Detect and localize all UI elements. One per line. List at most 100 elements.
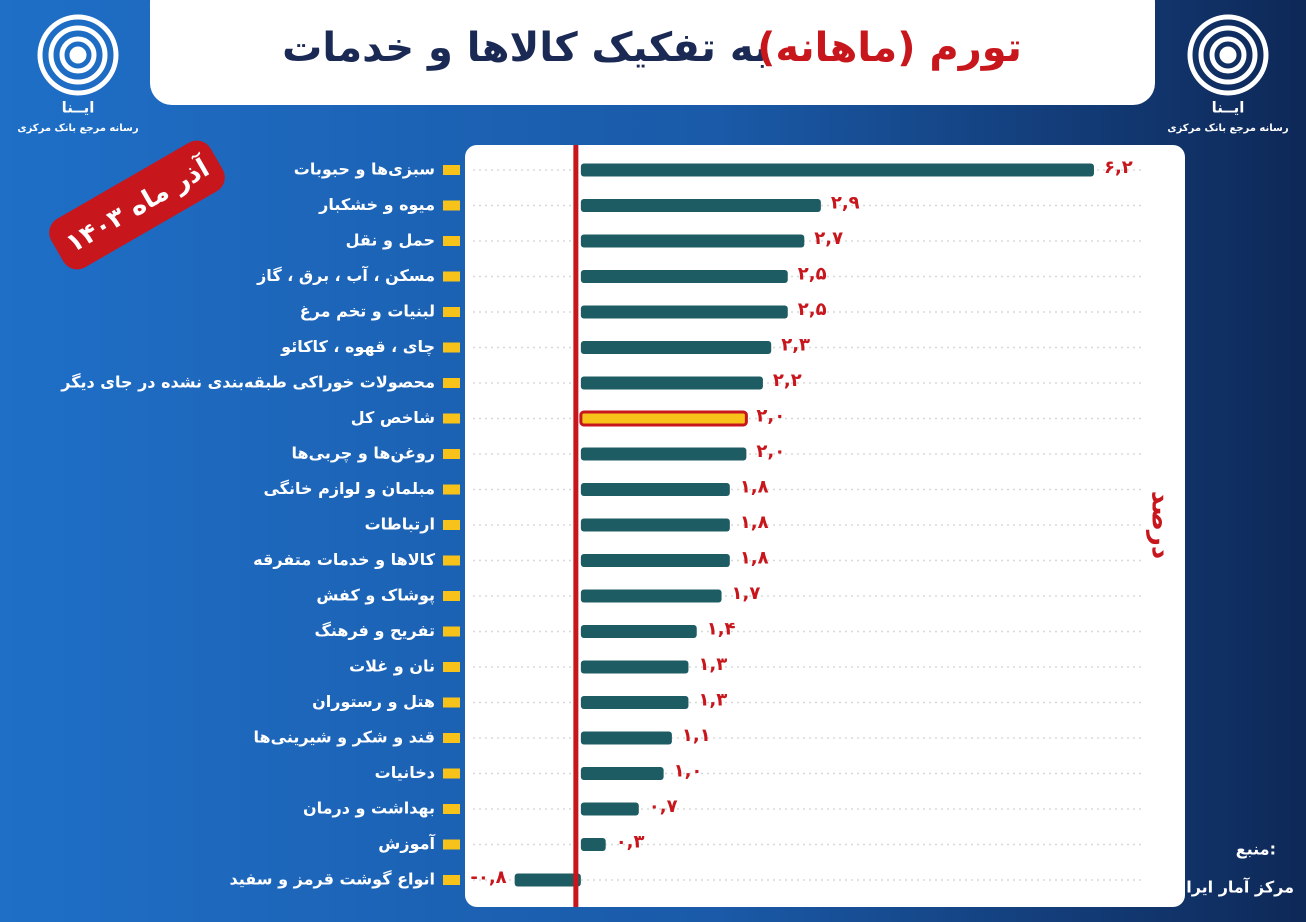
category-label: قند و شکر و شیرینی‌ها (254, 728, 435, 747)
logo-tagline: رسانه مرجع بانک مرکزی (17, 123, 138, 134)
logo-left (37, 14, 119, 96)
bar (580, 518, 730, 532)
bar (580, 163, 1094, 177)
bar (580, 838, 606, 851)
bar (580, 731, 672, 745)
source: مرکز آمار ایران (1173, 877, 1294, 897)
category-label: محصولات خوراکی طبقه‌بندی نشده در جای دیگ… (60, 373, 435, 392)
value-label: ۱,۸ (740, 512, 769, 533)
title-rest: به تفکیک کالاها و خدمات (282, 25, 769, 71)
value-label: ۱,۷ (732, 583, 761, 604)
value-label: ۲,۰ (756, 441, 785, 462)
axis-label: درصد (1146, 491, 1176, 559)
bar (580, 270, 788, 283)
row-arrow (443, 520, 460, 530)
logo-text: ایــنا (1212, 99, 1245, 117)
bar (580, 554, 730, 567)
bar (580, 234, 805, 248)
category-label: دخانیات (375, 763, 435, 782)
value-label: ۲,۵ (798, 299, 827, 320)
value-label: ۰,۷ (649, 796, 678, 817)
category-label: مسکن ، آب ، برق ، گاز (256, 265, 435, 285)
value-label: ۱,۱ (682, 725, 711, 746)
row-arrow (443, 768, 460, 779)
value-label: ۲,۹ (831, 193, 860, 214)
category-label: انواع گوشت قرمز و سفید (230, 870, 435, 889)
category-label: میوه و خشکبار (318, 195, 435, 214)
category-label: لبنیات و تخم مرغ (300, 302, 435, 321)
category-label: چای ، قهوه ، کاکائو (280, 337, 435, 357)
bar (580, 447, 747, 461)
logo-text: ایــنا (62, 99, 95, 117)
category-label: آموزش (378, 833, 435, 853)
logo-tagline: رسانه مرجع بانک مرکزی (1167, 123, 1288, 134)
category-label: بهداشت و درمان (303, 799, 435, 818)
category-label: شاخص کل (351, 408, 435, 427)
value-label: ۱,۳ (698, 690, 727, 711)
value-label: ۲,۰ (756, 406, 785, 427)
row-arrow (443, 200, 460, 211)
bar (580, 767, 664, 780)
row-arrow (443, 555, 460, 566)
value-label: ۲,۷ (814, 228, 843, 249)
category-label: نان و غلات (349, 657, 435, 676)
bar (514, 873, 581, 887)
category-label: مبلمان و لوازم خانگی (263, 479, 435, 498)
category-label: پوشاک و کفش (316, 586, 435, 606)
bar (580, 625, 697, 638)
row-arrow (443, 697, 460, 708)
bar (580, 376, 763, 390)
row-arrow (443, 484, 460, 495)
logo-right (1187, 14, 1269, 96)
value-label: ۱,۸ (740, 477, 769, 498)
bar (580, 199, 821, 212)
row-arrow (443, 626, 460, 637)
category-label: ارتباطات (365, 515, 435, 534)
bar (580, 483, 730, 496)
plot-panel (465, 145, 1185, 907)
bar (580, 660, 689, 674)
category-label: روغن‌ها و چربی‌ها (292, 444, 435, 464)
value-label: ۱,۴ (707, 619, 736, 640)
value-label: ۱,۰ (674, 761, 703, 782)
row-arrow (443, 307, 460, 317)
category-label: حمل و نقل (346, 231, 435, 250)
value-label: ۱,۳ (698, 654, 727, 675)
highlight-bar (579, 410, 748, 427)
row-arrow (443, 839, 460, 850)
bar (580, 589, 722, 603)
bar (580, 341, 772, 354)
row-arrow (443, 733, 460, 743)
row-arrow (443, 271, 460, 282)
category-label: کالاها و خدمات متفرقه (253, 550, 436, 569)
bar (580, 802, 639, 816)
source-label: منبع: (1236, 840, 1276, 859)
chart-title: تورم (ماهانه)به تفکیک کالاها و خدمات (282, 25, 1022, 71)
category-label: هتل و رستوران (312, 692, 435, 711)
row-arrow (443, 875, 460, 885)
value-label: ۲,۵ (798, 264, 827, 285)
category-label: سبزی‌ها و حبوبات (294, 160, 435, 179)
row-arrow (443, 662, 460, 672)
category-label: تفریح و فرهنگ (314, 621, 435, 640)
value-label: ۰,۳ (616, 832, 645, 853)
row-arrow (443, 342, 460, 353)
value-label: ۲,۲ (773, 370, 802, 391)
row-arrow (443, 413, 460, 424)
value-label: ۲,۳ (781, 335, 810, 356)
row-arrow (443, 449, 460, 459)
row-arrow (443, 591, 460, 601)
bar (580, 696, 689, 709)
row-arrow (443, 165, 460, 175)
bar (580, 305, 788, 319)
row-arrow (443, 804, 460, 814)
title-box (150, 0, 1155, 105)
title-highlight: تورم (ماهانه) (757, 25, 1022, 71)
row-arrow (443, 236, 460, 246)
value-label: ۱,۸ (740, 548, 769, 569)
value-label: -۰,۸ (470, 867, 506, 888)
row-arrow (443, 378, 460, 388)
value-label: ۶,۲ (1104, 157, 1133, 178)
